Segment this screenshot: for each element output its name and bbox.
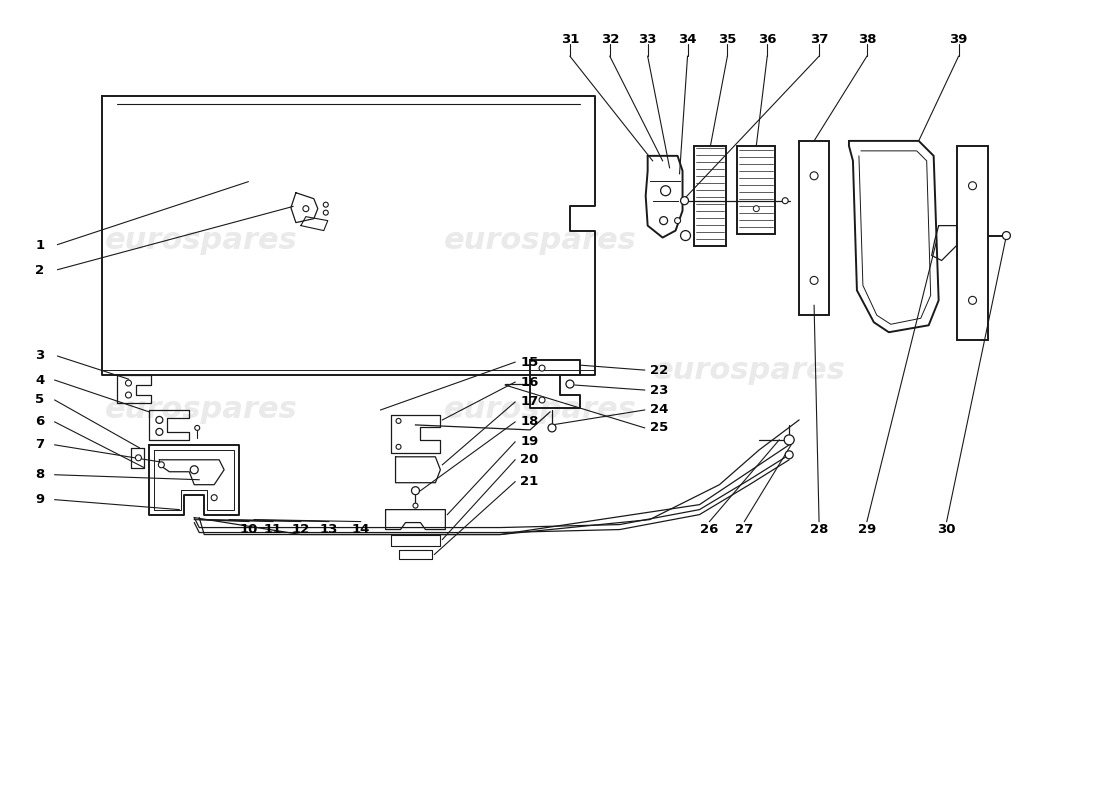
Text: 27: 27 [735,523,754,536]
Circle shape [681,230,691,241]
Circle shape [211,494,217,501]
Bar [737,146,775,234]
Circle shape [125,392,132,398]
Circle shape [968,182,977,190]
Bar [957,146,989,340]
Circle shape [158,462,164,468]
Circle shape [195,426,200,430]
Text: 31: 31 [561,33,579,46]
Text: 9: 9 [35,493,44,506]
Text: 38: 38 [858,33,876,46]
Circle shape [754,206,759,212]
Circle shape [396,444,402,450]
Text: 14: 14 [352,523,370,536]
Text: 4: 4 [35,374,44,386]
Circle shape [302,206,309,212]
Text: 8: 8 [35,468,44,482]
Text: eurospares: eurospares [104,395,298,425]
Circle shape [968,296,977,304]
Bar [694,146,726,246]
Text: 22: 22 [650,364,668,377]
Circle shape [156,417,163,423]
Circle shape [323,210,328,215]
Text: 30: 30 [937,523,956,536]
Circle shape [782,198,789,204]
Circle shape [674,218,681,224]
Text: 35: 35 [718,33,737,46]
Text: 37: 37 [810,33,828,46]
Text: 20: 20 [520,454,539,466]
Circle shape [810,172,818,180]
Text: 34: 34 [679,33,696,46]
Text: 11: 11 [264,523,282,536]
Text: 26: 26 [701,523,718,536]
Text: 29: 29 [858,523,876,536]
Text: 7: 7 [35,438,44,451]
Text: 5: 5 [35,394,44,406]
Circle shape [135,455,142,461]
Text: eurospares: eurospares [443,395,637,425]
Text: 13: 13 [320,523,338,536]
Circle shape [548,424,556,432]
Text: 18: 18 [520,415,539,429]
Circle shape [785,451,793,458]
Circle shape [660,217,668,225]
Circle shape [565,380,574,388]
Text: 6: 6 [35,415,44,429]
Text: 3: 3 [35,349,44,362]
Text: 24: 24 [650,403,668,417]
Text: eurospares: eurospares [104,226,298,255]
Circle shape [1002,231,1011,239]
Circle shape [125,380,132,386]
Circle shape [810,277,818,285]
Circle shape [411,486,419,494]
Text: 1: 1 [35,239,44,252]
Circle shape [539,397,544,403]
Text: 12: 12 [292,523,310,536]
Text: 32: 32 [601,33,619,46]
Text: 19: 19 [520,435,538,448]
Bar [799,141,829,315]
Text: 10: 10 [240,523,258,536]
Text: 2: 2 [35,264,44,277]
Circle shape [539,365,544,371]
Text: 36: 36 [758,33,777,46]
Circle shape [784,435,794,445]
Text: 33: 33 [638,33,657,46]
Text: 39: 39 [949,33,968,46]
Text: 25: 25 [650,422,668,434]
Text: 28: 28 [810,523,828,536]
Text: 15: 15 [520,356,538,369]
Circle shape [190,466,198,474]
Text: eurospares: eurospares [653,356,846,385]
Circle shape [412,503,418,508]
Text: eurospares: eurospares [443,226,637,255]
Circle shape [396,418,402,423]
Text: 17: 17 [520,395,538,409]
Circle shape [156,429,163,435]
Circle shape [323,202,328,207]
Text: 16: 16 [520,375,539,389]
Circle shape [661,186,671,196]
Circle shape [681,197,689,205]
Text: 23: 23 [650,383,668,397]
Text: 21: 21 [520,475,538,488]
